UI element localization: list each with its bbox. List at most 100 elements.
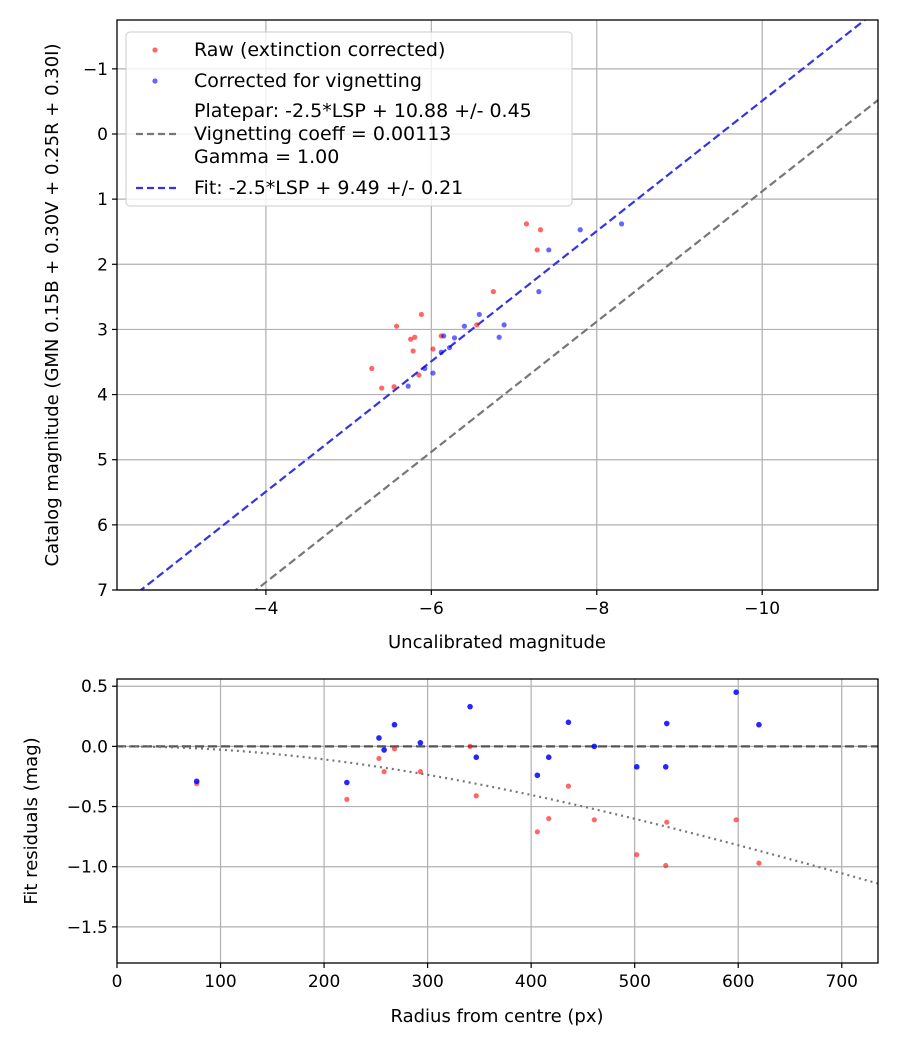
raw-residual-point [733,817,739,823]
raw-residual-point [381,769,387,775]
top-x-tick-label: −4 [253,599,278,619]
raw-point [408,336,414,342]
raw-residual-point [663,862,669,869]
corrected-residual-point [376,735,382,741]
corrected-point [501,322,507,328]
bottom-x-tick-label: 700 [826,972,858,992]
corrected-residual-point [733,689,739,696]
corrected-residual-point [663,720,670,727]
fit-line [139,20,867,590]
raw-residual-point [344,796,350,802]
raw-point [537,227,544,233]
corrected-point [461,323,468,329]
raw-point [418,311,424,318]
bottom-x-tick-label: 0 [112,972,123,992]
legend-raw-marker [152,47,158,53]
corrected-point [405,383,411,389]
bottom-x-tick-label: 400 [515,972,547,992]
legend-raw-label: Raw (extinction corrected) [194,39,445,61]
top-x-tick-label: −10 [744,599,780,619]
raw-point [410,348,416,354]
top-scatter-points [369,221,625,391]
raw-point [393,323,400,329]
raw-point [416,372,422,378]
raw-point [379,385,385,391]
legend-platepar-label-line3: Gamma = 1.00 [194,146,339,168]
top-y-tick-label: 0 [97,125,108,145]
raw-point [412,334,418,340]
bottom-x-tick-label: 100 [204,972,236,992]
raw-point [391,384,397,390]
raw-residual-point [546,815,552,822]
raw-residual-point [634,852,640,858]
raw-residual-point [391,746,398,752]
raw-residual-point [756,860,762,866]
top-y-tick-label: 1 [97,190,108,210]
legend-box [125,31,573,207]
bottom-y-tick-label: −1.5 [67,918,108,938]
corrected-point [430,370,436,376]
raw-point [490,289,496,295]
top-x-axis-label: Uncalibrated magnitude [388,632,606,653]
corrected-point [577,227,583,233]
corrected-point [422,365,428,372]
raw-point [534,247,540,253]
raw-residual-point [467,743,473,749]
vignetting-model-curve [117,745,878,885]
legend: Raw (extinction corrected) Corrected for… [125,31,573,207]
bottom-x-tick-label: 500 [618,972,650,992]
corrected-residual-point [565,719,572,726]
raw-residual-point [376,755,382,762]
bottom-y-tick-label: −1.0 [67,858,108,878]
raw-residual-point [591,817,597,823]
top-x-tick-label: −8 [584,599,609,619]
corrected-residual-point [473,754,480,761]
raw-residual-point [473,793,479,799]
corrected-point [496,334,502,340]
corrected-point [546,247,552,253]
corrected-residual-point [193,778,200,785]
bottom-scatter-points [193,689,762,869]
corrected-point [451,335,458,341]
bottom-reference-lines [117,745,878,885]
bottom-x-axis-label: Radius from centre (px) [390,1006,603,1027]
raw-point [523,221,530,227]
raw-residual-point [664,819,670,825]
top-fit-lines [139,20,878,590]
top-y-axis-label: Catalog magnitude (GMN 0.15B + 0.30V + 0… [42,43,63,566]
legend-corrected-marker [152,78,158,84]
raw-residual-point [565,783,572,789]
corrected-residual-point [545,754,552,761]
platepar-line [254,98,878,590]
bottom-y-axis-label: Fit residuals (mag) [21,737,42,904]
legend-platepar-label-line1: Platepar: -2.5*LSP + 10.88 +/- 0.45 [194,100,532,122]
legend-corrected-label: Corrected for vignetting [194,70,422,92]
bottom-x-tick-label: 600 [722,972,754,992]
top-y-tick-label: 5 [97,451,108,471]
top-y-tick-label: 3 [97,320,108,340]
bottom-x-tick-label: 300 [411,972,443,992]
corrected-point [438,349,444,355]
corrected-residual-point [381,747,387,753]
corrected-residual-point [344,779,350,786]
bottom-y-tick-label: 0.0 [81,737,108,757]
legend-platepar-label-line2: Vignetting coeff = 0.00113 [194,123,451,145]
raw-point [430,346,436,352]
top-y-tick-label: −1 [83,60,108,80]
corrected-residual-point [467,703,473,710]
top-plot-frame [116,19,879,591]
raw-residual-point [534,829,540,835]
corrected-point [441,333,447,339]
residuals-plot: 0 100 200 300 400 500 600 700 0.5 0.0 −0.5 −1.0 −1.5… [21,677,879,1027]
corrected-residual-point [417,739,424,746]
top-x-tick-label: −6 [419,599,444,619]
top-y-tick-label: 6 [97,516,108,536]
top-y-tick-label: 7 [97,581,108,601]
bottom-plot-frame [116,678,879,964]
raw-residual-point [417,769,423,775]
corrected-residual-point [756,721,762,728]
raw-point [474,322,480,328]
